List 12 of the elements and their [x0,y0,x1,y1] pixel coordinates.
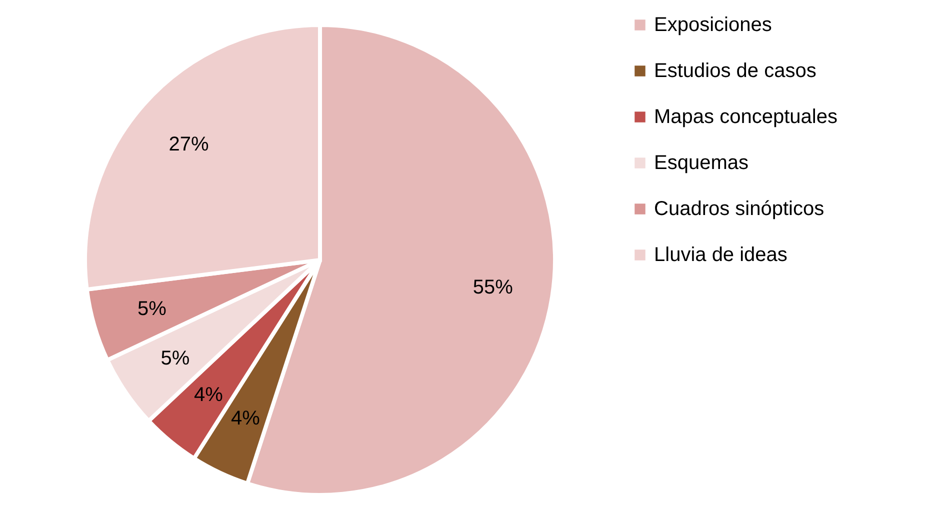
data-label: 4% [231,407,260,430]
legend-label: Estudios de casos [654,60,816,82]
data-label: 5% [137,298,167,320]
data-label: 5% [160,347,190,370]
data-label: 27% [168,133,209,156]
legend-label: Cuadros sinópticos [654,198,824,220]
legend-label: Esquemas [654,152,748,174]
legend-label: Mapas conceptuales [654,106,838,128]
data-label: 55% [472,276,514,298]
data-label: 4% [194,384,224,406]
legend-label: Exposiciones [654,14,772,36]
legend-label: Lluvia de ideas [654,244,788,266]
